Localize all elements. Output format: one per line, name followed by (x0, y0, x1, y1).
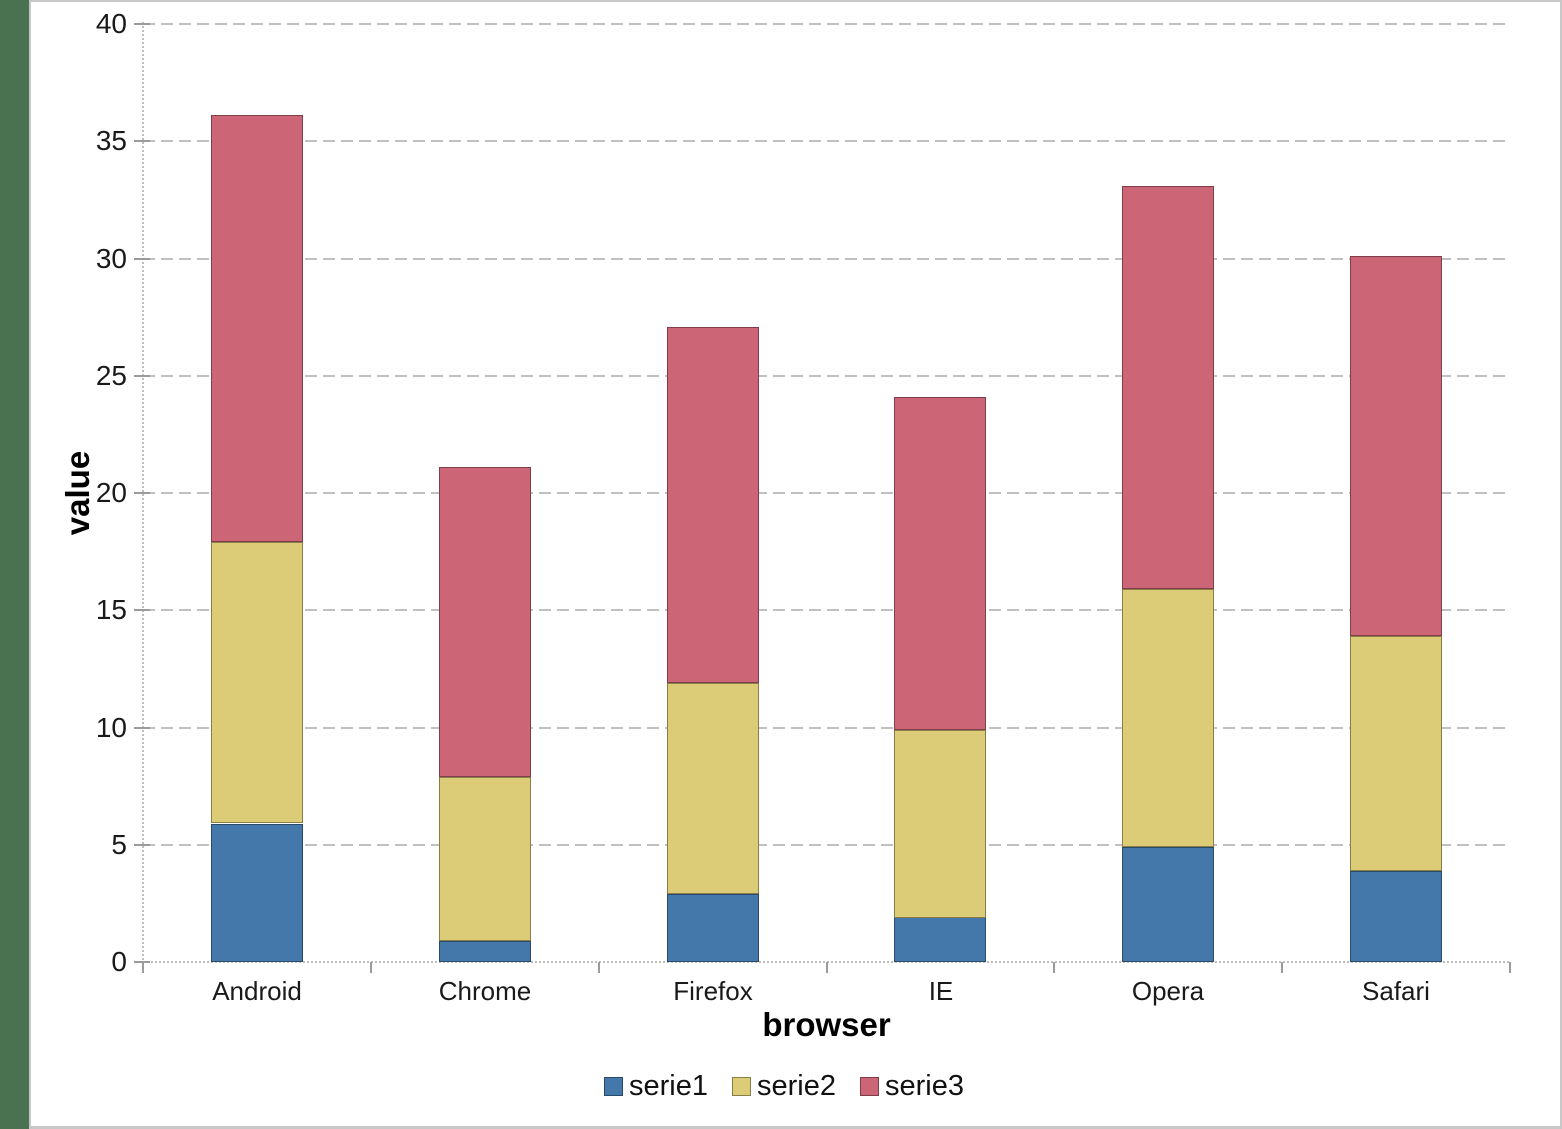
gridline-30 (143, 258, 1510, 260)
y-tick-10 (134, 727, 150, 729)
bar-segment-serie2-firefox (667, 683, 759, 894)
legend-item-serie3: serie3 (860, 1071, 964, 1101)
x-tick-4 (1053, 962, 1055, 973)
legend: serie1 serie2 serie3 (604, 1071, 964, 1101)
y-tick-label-35: 35 (95, 125, 127, 156)
x-axis-title: browser (762, 1006, 891, 1043)
x-tick-1 (370, 962, 372, 973)
x-category-label-chrome: Chrome (438, 976, 532, 1006)
y-tick-label-10: 10 (95, 712, 127, 743)
y-tick-label-25: 25 (95, 360, 127, 391)
bar-segment-serie1-firefox (667, 894, 759, 962)
x-category-label-ie: IE (928, 976, 954, 1006)
bar-segment-serie1-android (211, 824, 303, 962)
y-tick-35 (134, 140, 150, 142)
gridline-10 (143, 727, 1510, 729)
x-category-label-opera: Opera (1131, 976, 1205, 1006)
y-tick-label-40: 40 (95, 8, 127, 39)
legend-label-serie1: serie1 (629, 1070, 708, 1102)
x-tick-3 (826, 962, 828, 973)
y-tick-25 (134, 375, 150, 377)
legend-swatch-serie1 (604, 1076, 623, 1096)
gridline-35 (143, 140, 1510, 142)
x-tick-0 (142, 962, 144, 973)
bar-segment-serie2-safari (1350, 636, 1442, 871)
x-category-label-firefox: Firefox (673, 976, 753, 1006)
bar-segment-serie3-android (211, 115, 303, 542)
y-tick-label-0: 0 (111, 946, 127, 977)
bar-segment-serie2-ie (894, 730, 986, 918)
bar-segment-serie1-opera (1122, 847, 1214, 962)
y-tick-5 (134, 844, 150, 846)
legend-swatch-serie3 (860, 1076, 879, 1096)
y-tick-40 (134, 23, 150, 25)
bar-segment-serie1-ie (894, 917, 986, 962)
y-tick-label-20: 20 (95, 477, 127, 508)
y-tick-label-5: 5 (111, 829, 127, 860)
gridline-20 (143, 492, 1510, 494)
x-category-label-android: Android (212, 976, 302, 1006)
legend-item-serie2: serie2 (732, 1071, 836, 1101)
bar-segment-serie3-chrome (439, 467, 531, 777)
bar-segment-serie3-ie (894, 397, 986, 730)
y-tick-30 (134, 258, 150, 260)
gridline-15 (143, 609, 1510, 611)
bar-segment-serie2-chrome (439, 777, 531, 941)
x-tick-6 (1509, 962, 1511, 973)
legend-item-serie1: serie1 (604, 1071, 708, 1101)
bar-segment-serie1-safari (1350, 871, 1442, 962)
y-tick-15 (134, 609, 150, 611)
gridline-40 (143, 23, 1510, 25)
y-tick-label-30: 30 (95, 243, 127, 274)
legend-label-serie2: serie2 (757, 1070, 836, 1102)
gridline-25 (143, 375, 1510, 377)
bar-segment-serie2-opera (1122, 589, 1214, 847)
bar-segment-serie1-chrome (439, 941, 531, 962)
bar-segment-serie2-android (211, 542, 303, 823)
gridline-5 (143, 844, 1510, 846)
x-tick-5 (1281, 962, 1283, 973)
y-tick-20 (134, 492, 150, 494)
bar-segment-serie3-firefox (667, 327, 759, 683)
legend-label-serie3: serie3 (885, 1070, 964, 1102)
x-category-label-safari: Safari (1362, 976, 1430, 1006)
y-tick-label-15: 15 (95, 594, 127, 625)
bar-segment-serie3-safari (1350, 256, 1442, 636)
legend-swatch-serie2 (732, 1076, 751, 1096)
bar-segment-serie3-opera (1122, 186, 1214, 589)
x-tick-2 (598, 962, 600, 973)
